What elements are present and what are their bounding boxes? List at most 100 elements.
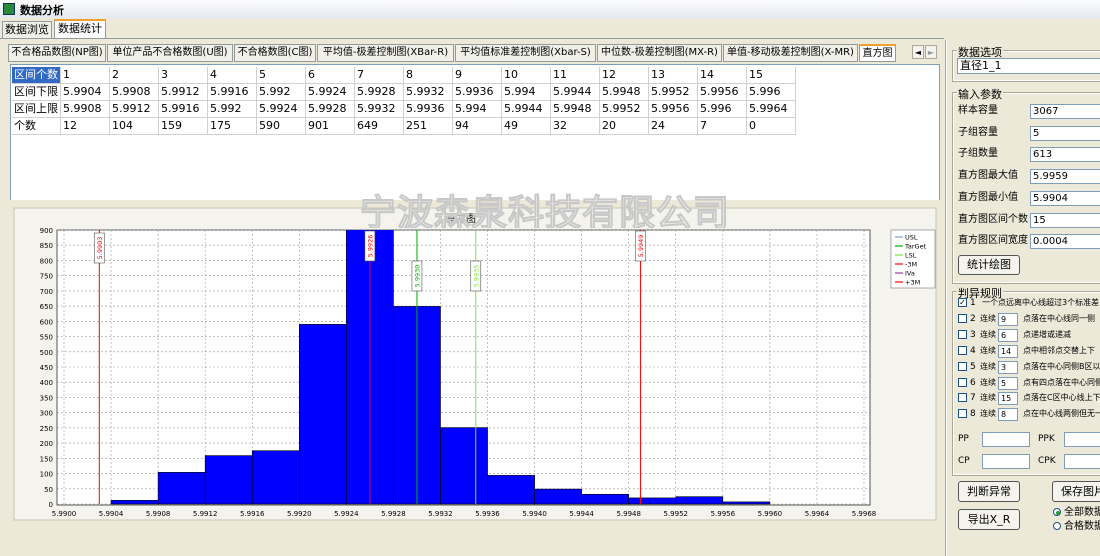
text-input[interactable]: [982, 432, 1030, 447]
y-tick-label: 600: [40, 318, 53, 326]
checkbox[interactable]: [958, 393, 967, 403]
y-tick-label: 300: [40, 410, 53, 418]
scroll-right[interactable]: ►: [925, 45, 937, 59]
table-cell: 5.9928: [355, 84, 404, 101]
sub-tab[interactable]: 中位数-极差控制图(MX-R): [597, 44, 722, 62]
x-tick-label: 5.9956: [711, 510, 736, 518]
table-cell: 5: [257, 67, 306, 84]
table-cell: 5.9908: [61, 101, 110, 118]
rule-count[interactable]: 14: [998, 344, 1018, 358]
radio-label: 全部数据: [1064, 507, 1100, 518]
chart: 直方图 0 50 100 150 200 250 300 350 400 450 500 550 600 6…: [8, 200, 940, 522]
legend-label: +3M: [905, 279, 920, 287]
x-tick-label: 5.9940: [522, 510, 547, 518]
rule-prefix: 连续: [980, 345, 996, 355]
table-cell: 590: [257, 118, 306, 135]
checkbox[interactable]: [958, 313, 967, 323]
x-tick-label: 5.9928: [381, 510, 406, 518]
reference-label-box: [93, 232, 105, 264]
sub-tab[interactable]: 直方图: [859, 44, 896, 62]
app-icon: [3, 3, 15, 15]
bar: [487, 475, 535, 505]
text-input[interactable]: [1064, 432, 1100, 447]
checkbox[interactable]: [958, 409, 967, 419]
index-label: CP: [958, 456, 970, 466]
index-label: CPK: [1038, 456, 1056, 466]
watermark: 宁波森泉科技有限公司: [360, 193, 731, 229]
radio[interactable]: [1053, 522, 1061, 530]
sub-tab[interactable]: 平均值-极差控制图(XBar-R): [317, 44, 454, 62]
rule-count[interactable]: 5: [998, 376, 1018, 390]
button[interactable]: 保存图片: [1052, 481, 1100, 502]
text-input[interactable]: [982, 454, 1030, 469]
text-input[interactable]: 15: [1030, 212, 1100, 228]
text-input[interactable]: 5: [1030, 125, 1100, 141]
x-tick-label: 5.9948: [616, 510, 641, 518]
text-input[interactable]: 0.0004: [1030, 234, 1100, 250]
index-label: PP: [958, 434, 969, 444]
checkbox[interactable]: [958, 345, 967, 355]
legend-label: IVa: [905, 270, 915, 278]
button[interactable]: 导出X_R: [958, 509, 1020, 530]
field-label: 直方图最小值: [958, 191, 1018, 203]
table-cell: 5.9936: [453, 84, 502, 101]
combo-box[interactable]: 直径1_1: [957, 58, 1100, 74]
table-cell: 5.9932: [355, 101, 404, 118]
x-tick-label: 5.9900: [52, 510, 77, 518]
table-cell: 5.9936: [404, 101, 453, 118]
table-cell: 5.994: [453, 101, 502, 118]
rule-number: 5: [970, 361, 976, 372]
table-cell: 5.994: [502, 84, 551, 101]
bar: [251, 450, 300, 505]
sub-tab[interactable]: 单值-移动极差控制图(X-MR): [723, 44, 858, 62]
table-cell: 5.9932: [404, 84, 453, 101]
table-cell: 7: [698, 118, 747, 135]
table-cell: 5.9956: [649, 101, 698, 118]
button[interactable]: 统计绘图: [958, 255, 1020, 275]
table-cell: 3: [159, 67, 208, 84]
y-tick-label: 750: [40, 273, 53, 281]
table-cell: 5.992: [257, 84, 306, 101]
rule-prefix: 连续: [980, 409, 996, 419]
y-tick-label: 700: [40, 288, 53, 296]
y-tick-label: 400: [40, 379, 53, 387]
bar: [581, 493, 630, 505]
table-cell: 5.9944: [502, 101, 551, 118]
table-cell: 12: [600, 67, 649, 84]
x-tick-label: 5.9920: [287, 510, 312, 518]
sub-tab[interactable]: 不合格品数图(NP图): [8, 44, 106, 62]
text-input[interactable]: 5.9959: [1030, 169, 1100, 185]
table-cell: 5.9908: [110, 84, 159, 101]
table-cell: 5.9948: [551, 101, 600, 118]
sub-tab[interactable]: 平均值标准差控制图(Xbar-S): [455, 44, 596, 62]
text-input[interactable]: 613: [1030, 147, 1100, 163]
rule-number: 2: [970, 313, 976, 324]
button[interactable]: 判断异常: [958, 481, 1020, 502]
x-tick-label: 5.9960: [758, 510, 783, 518]
legend-label: LSL: [905, 252, 917, 260]
rule-count[interactable]: 8: [998, 408, 1018, 422]
checkbox[interactable]: [958, 361, 967, 371]
text-input[interactable]: 3067: [1030, 104, 1100, 119]
rule-count[interactable]: 9: [998, 312, 1018, 326]
table-cell: 13: [649, 67, 698, 84]
tab[interactable]: 数据浏览: [2, 21, 52, 38]
rule-count[interactable]: 15: [998, 392, 1018, 406]
rule-count[interactable]: 3: [998, 360, 1018, 374]
rule-number: 3: [970, 329, 976, 340]
rule-count[interactable]: 6: [998, 328, 1018, 342]
rule-text: 点落在中心线同一侧: [1023, 313, 1095, 323]
rule-text: 点有四点落在中心同侧: [1023, 377, 1100, 387]
sub-tab[interactable]: 不合格数图(C图): [234, 44, 316, 62]
scroll-left[interactable]: ◄: [912, 45, 924, 59]
text-input[interactable]: [1064, 454, 1100, 469]
x-tick-label: 5.9968: [852, 510, 877, 518]
text-input[interactable]: 5.9904: [1030, 190, 1100, 206]
tab[interactable]: 数据统计: [54, 19, 106, 39]
checkbox[interactable]: [958, 377, 967, 387]
checkbox[interactable]: [958, 329, 967, 339]
sub-tab[interactable]: 单位产品不合格数图(U图): [107, 44, 233, 62]
checkbox[interactable]: ✓: [958, 298, 967, 307]
table-cell: 5.9904: [61, 84, 110, 101]
